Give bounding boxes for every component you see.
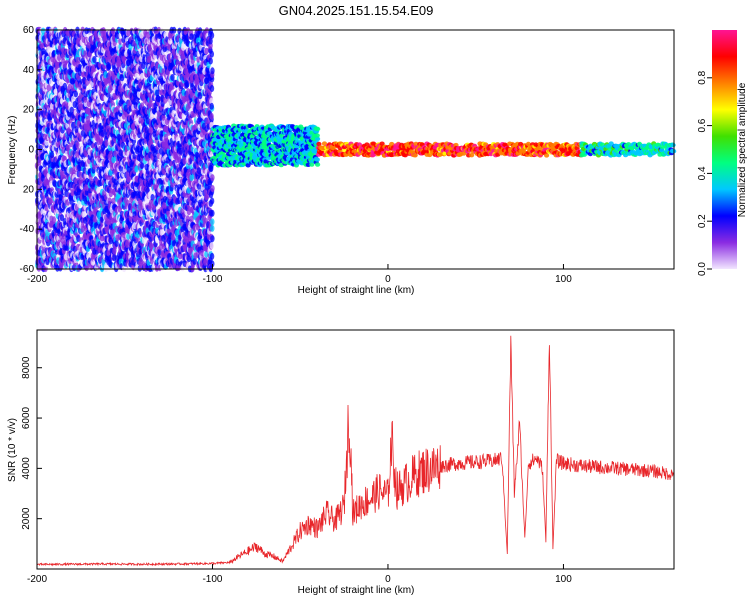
spectrogram-cell	[77, 200, 82, 208]
spectrogram-cell	[114, 240, 119, 247]
spectrogram-cell	[92, 56, 97, 63]
spectrogram-cell	[100, 130, 106, 137]
spectrogram-cell	[51, 216, 57, 224]
spectrogram-cell	[38, 144, 43, 152]
spectrogram-cell	[139, 72, 145, 80]
spectrogram-cell	[69, 106, 75, 114]
spectrogram-cell	[49, 151, 55, 159]
spectrogram-cell	[126, 29, 131, 37]
spectrogram-cell	[99, 234, 105, 242]
figure-title: GN04.2025.151.15.54.E09	[279, 3, 434, 18]
spectrogram-cell	[75, 141, 80, 149]
spectrogram-cell	[140, 162, 145, 170]
spectrogram-cell	[41, 27, 46, 35]
spectrogram-cell	[104, 139, 109, 147]
spectrogram-cell	[59, 214, 65, 222]
spectrogram-cell	[46, 84, 51, 92]
spectrogram-cell	[83, 95, 88, 103]
spectrogram-cell	[41, 48, 46, 55]
spectrogram-cell	[108, 237, 114, 245]
spectrogram-cell	[73, 90, 79, 98]
spectrogram-cell	[62, 82, 68, 90]
spectrogram-cell	[74, 126, 79, 133]
spectrogram-cell	[44, 204, 49, 212]
